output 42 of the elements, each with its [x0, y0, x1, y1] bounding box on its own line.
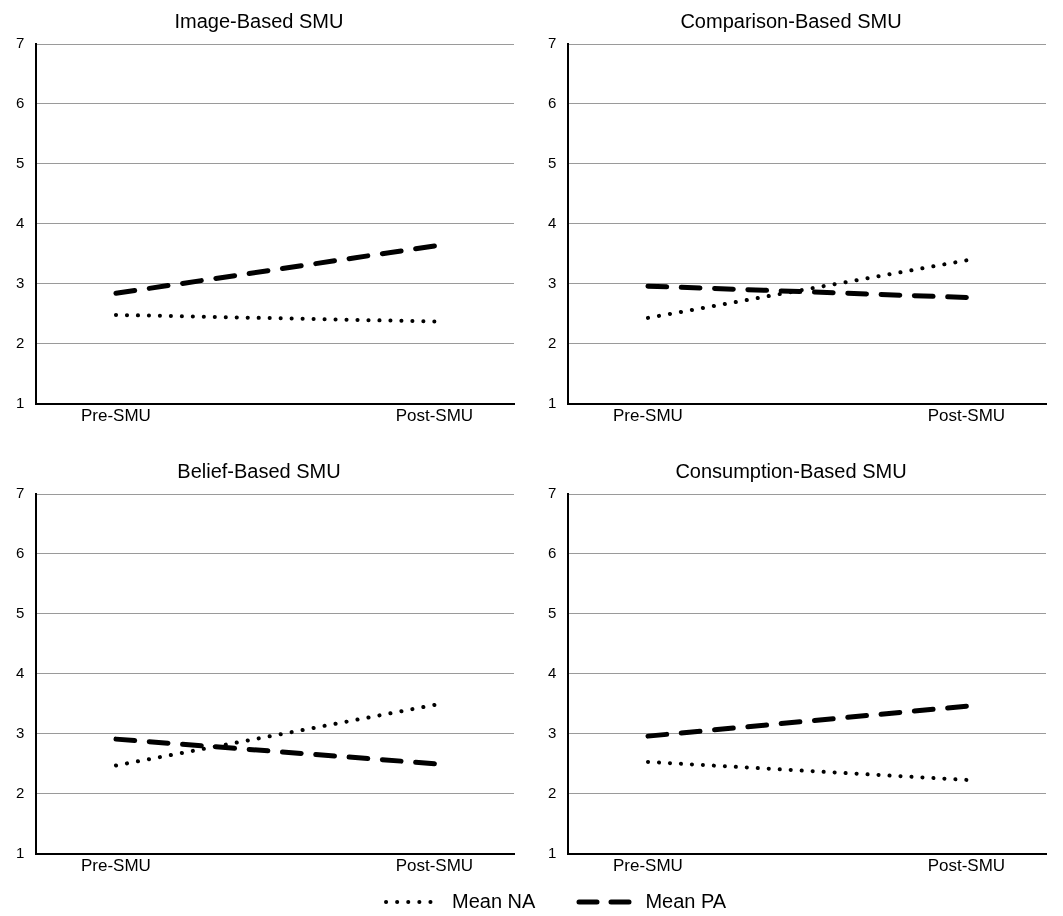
x-tick-label: Post-SMU: [927, 856, 1006, 876]
y-tick-label: 7: [548, 484, 557, 502]
y-tick-label: 1: [548, 393, 557, 411]
y-tick-label: 5: [548, 604, 557, 622]
y-tick-label: 4: [16, 213, 25, 231]
y-tick-label: 4: [548, 663, 557, 681]
y-tick-label: 6: [16, 94, 25, 112]
y-tick-label: 1: [548, 843, 557, 861]
x-tick-label: Post-SMU: [927, 406, 1006, 426]
y-tick-label: 5: [16, 154, 25, 172]
y-tick-label: 1: [16, 843, 25, 861]
y-tick-label: 3: [548, 273, 557, 291]
y-tick-label: 5: [548, 154, 557, 172]
y-tick-label: 7: [548, 34, 557, 52]
y-tick-label: 3: [548, 723, 557, 741]
y-tick-label: 1: [16, 393, 25, 411]
legend-label: Mean PA: [645, 890, 727, 913]
y-tick-label: 2: [16, 333, 25, 351]
x-tick-label: Pre-SMU: [613, 856, 683, 876]
y-tick-label: 3: [16, 723, 25, 741]
y-tick-label: 6: [548, 94, 557, 112]
y-tick-label: 2: [16, 783, 25, 801]
y-tick-label: 7: [16, 484, 25, 502]
x-tick-label: Post-SMU: [395, 406, 474, 426]
chart-title: Comparison-Based SMU: [680, 9, 902, 32]
y-tick-label: 7: [16, 34, 25, 52]
x-tick-label: Pre-SMU: [81, 856, 151, 876]
x-tick-label: Pre-SMU: [613, 406, 683, 426]
y-tick-label: 2: [548, 333, 557, 351]
y-tick-label: 6: [16, 544, 25, 562]
y-tick-label: 6: [548, 544, 557, 562]
x-tick-label: Pre-SMU: [81, 406, 151, 426]
y-tick-label: 3: [16, 273, 25, 291]
chart-title: Belief-Based SMU: [177, 459, 341, 482]
chart-title: Consumption-Based SMU: [675, 459, 907, 482]
y-tick-label: 2: [548, 783, 557, 801]
y-tick-label: 4: [16, 663, 25, 681]
legend-label: Mean NA: [452, 890, 536, 913]
y-tick-label: 5: [16, 604, 25, 622]
y-tick-label: 4: [548, 213, 557, 231]
chart-title: Image-Based SMU: [174, 9, 344, 32]
x-tick-label: Post-SMU: [395, 856, 474, 876]
